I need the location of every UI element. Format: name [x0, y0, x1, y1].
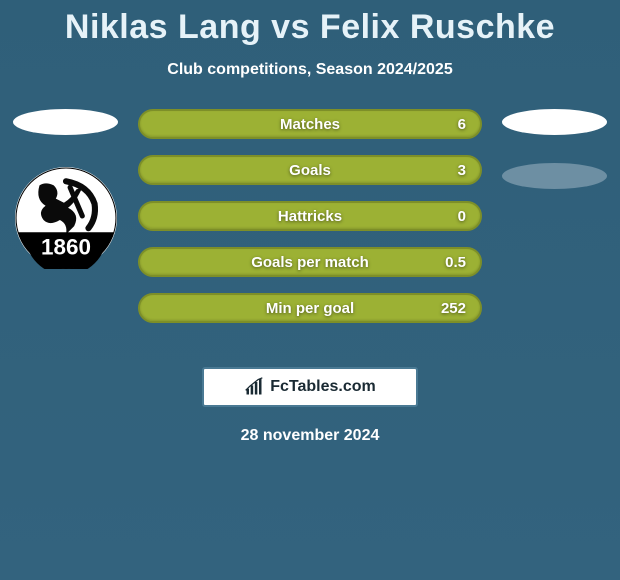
chart-icon — [244, 377, 264, 397]
stat-value: 3 — [458, 162, 466, 179]
brand-badge: FcTables.com — [202, 367, 418, 407]
page-subtitle: Club competitions, Season 2024/2025 — [0, 61, 620, 79]
page-title: Niklas Lang vs Felix Ruschke — [0, 0, 620, 47]
stat-label: Matches — [140, 116, 480, 133]
stat-value: 6 — [458, 116, 466, 133]
stat-bar: Goals per match0.5 — [138, 247, 482, 277]
stat-label: Hattricks — [140, 208, 480, 225]
stat-value: 0 — [458, 208, 466, 225]
player-photo-placeholder-left — [13, 109, 118, 135]
right-column — [497, 109, 612, 189]
club-badge-left: 1860 — [15, 167, 117, 269]
stat-bar: Min per goal252 — [138, 293, 482, 323]
stat-value: 252 — [441, 300, 466, 317]
club-year-text: 1860 — [41, 235, 91, 260]
stat-bars: Matches6Goals3Hattricks0Goals per match0… — [138, 109, 482, 339]
stat-bar: Goals3 — [138, 155, 482, 185]
stat-value: 0.5 — [445, 254, 466, 271]
left-column: 1860 — [8, 109, 123, 269]
stat-bar: Matches6 — [138, 109, 482, 139]
brand-text: FcTables.com — [270, 378, 376, 396]
stat-label: Goals — [140, 162, 480, 179]
player-photo-placeholder-right — [502, 109, 607, 135]
club-badge-placeholder-right — [502, 163, 607, 189]
stats-area: 1860 Matches6 Goals3 Hattricks0 Goals per m… — [0, 109, 620, 349]
stat-label: Min per goal — [140, 300, 480, 317]
footer-date: 28 november 2024 — [0, 427, 620, 445]
stat-label: Goals per match — [140, 254, 480, 271]
stat-bar: Hattricks0 — [138, 201, 482, 231]
